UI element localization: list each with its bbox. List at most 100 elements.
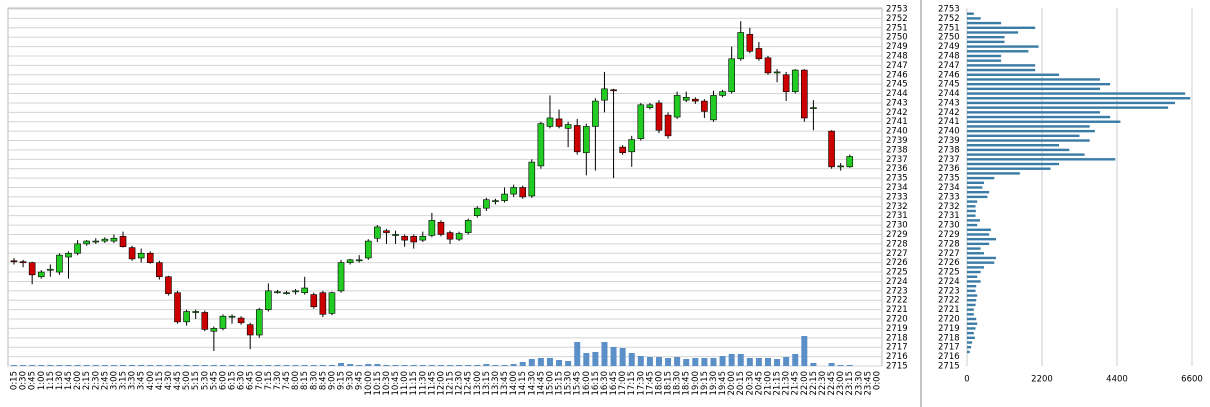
volume-bar: [374, 364, 381, 366]
x-tick-label: 23:45: [863, 371, 873, 396]
volume-bar: [637, 356, 644, 366]
y-tick-label: 2751: [938, 23, 960, 33]
candle-body: [828, 130, 835, 168]
profile-bar: [967, 186, 983, 189]
x-tick-label: 2:15: [82, 371, 92, 390]
candle-body: [755, 48, 763, 60]
y-tick-label: 2722: [886, 296, 908, 306]
x-tick-label: 22:45: [827, 371, 837, 396]
x-tick-label: 19:15: [700, 371, 710, 396]
profile-bar: [967, 17, 981, 20]
x-tick-label: 13:45: [500, 371, 510, 396]
x-tick-label: 1:30: [55, 371, 65, 390]
y-tick-label: 2715: [938, 362, 960, 372]
x-tick-label: 17:00: [618, 371, 628, 396]
x-tick-label: 21:30: [782, 371, 792, 396]
candle-body: [710, 95, 717, 121]
profile-bar: [967, 261, 995, 264]
y-tick-label: 2717: [886, 343, 908, 353]
volume-bar: [256, 365, 263, 366]
y-tick-label: 2739: [938, 136, 960, 146]
volume-bar: [465, 365, 472, 366]
profile-bar: [967, 247, 981, 250]
y-tick-label: 2745: [938, 80, 960, 90]
volume-bar: [801, 336, 808, 366]
volume-bar: [528, 359, 535, 366]
y-tick-label: 2738: [938, 145, 960, 155]
y-tick-label: 2745: [886, 80, 908, 90]
x-tick-label: 7:45: [282, 371, 292, 390]
profile-bar: [967, 237, 996, 241]
profile-bar: [967, 294, 978, 297]
profile-bar: [967, 299, 977, 302]
y-tick-label: 2739: [886, 136, 908, 146]
candle-body: [773, 71, 781, 74]
x-tick-label: 19:45: [718, 371, 728, 396]
y-tick-label: 2750: [886, 33, 908, 43]
volume-bar: [474, 365, 481, 366]
candle-body: [128, 247, 136, 260]
profile-bar: [967, 317, 977, 321]
x-tick-label: 15:00: [545, 371, 555, 396]
y-tick-label: 2736: [886, 164, 908, 174]
x-tick-label: 0:30: [19, 371, 29, 390]
x-tick-label: 20:30: [745, 371, 755, 396]
candle-body: [92, 240, 100, 243]
y-tick-label: 2748: [886, 51, 908, 61]
candle-body: [592, 100, 599, 127]
volume-bar: [74, 365, 81, 366]
profile-bar: [967, 313, 974, 316]
candle-body: [428, 220, 436, 236]
x-tick-label: 19:00: [691, 371, 701, 396]
y-tick-label: 2725: [886, 268, 908, 278]
volume-bar: [147, 365, 154, 366]
candle-body: [319, 292, 327, 315]
profile-bar: [967, 275, 978, 278]
volume-bar: [510, 364, 517, 366]
y-tick-label: 2748: [938, 51, 960, 61]
profile-bar: [967, 322, 978, 325]
candle-body: [846, 156, 854, 168]
volume-bar: [129, 365, 136, 366]
volume-bar: [737, 354, 744, 366]
y-tick-label: 2730: [938, 221, 960, 231]
x-tick-label: 6600: [1181, 375, 1203, 385]
x-tick-label: 5:00: [182, 371, 192, 390]
y-tick-label: 2749: [938, 42, 960, 52]
profile-bar: [967, 40, 1005, 44]
profile-bar: [967, 205, 976, 208]
volume-bar: [574, 342, 581, 366]
candle-body: [337, 262, 345, 292]
candle-body: [764, 57, 772, 74]
y-tick-label: 2740: [886, 127, 908, 137]
candle-body: [210, 328, 218, 332]
candle-body: [837, 165, 844, 168]
x-tick-label: 6:30: [237, 371, 247, 390]
y-tick-label: 2731: [938, 211, 960, 221]
x-tick-label: 13:00: [473, 371, 483, 396]
profile-bar: [967, 129, 1095, 133]
x-tick-label: 15:30: [564, 371, 574, 396]
profile-bar: [967, 31, 1019, 34]
x-tick-label: 0:15: [10, 371, 20, 390]
candle-body: [537, 123, 545, 167]
x-tick-label: 22:15: [809, 371, 819, 396]
volume-bar: [710, 358, 717, 366]
x-tick-label: 22:30: [818, 371, 828, 396]
candle-body: [692, 98, 699, 102]
x-tick-label: 9:45: [355, 371, 365, 390]
candle-body: [146, 252, 154, 263]
volume-bar: [764, 358, 771, 366]
candle-body: [564, 124, 572, 129]
volume-bar: [56, 365, 63, 366]
candle-body: [165, 276, 172, 294]
x-tick-label: 17:45: [645, 371, 655, 396]
y-tick-label: 2752: [938, 14, 960, 24]
x-tick-label: 16:00: [582, 371, 592, 396]
volume-bar: [692, 358, 699, 366]
volume-bar: [29, 365, 36, 366]
y-tick-label: 2729: [886, 230, 908, 240]
volume-bar: [120, 365, 127, 366]
x-tick-label: 11:00: [400, 371, 410, 396]
volume-bar: [683, 359, 690, 366]
